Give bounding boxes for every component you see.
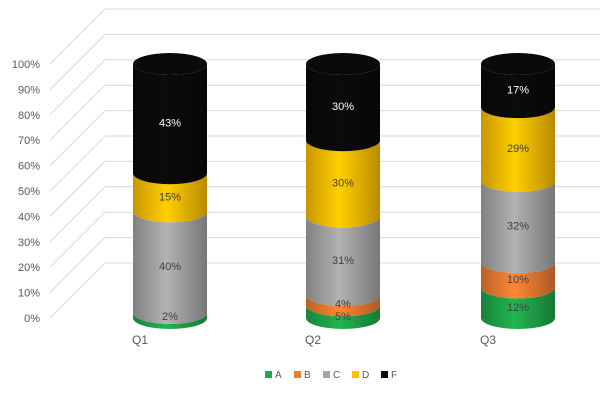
legend-label-c: C: [333, 370, 340, 381]
data-label: 4%: [335, 298, 351, 310]
data-label: 30%: [332, 177, 354, 189]
legend-swatch-c: [323, 371, 330, 378]
gridline-depth: [49, 84, 106, 141]
data-label: 17%: [507, 85, 529, 97]
bar-q3-d: [481, 107, 555, 192]
y-tick-label: 10%: [18, 288, 40, 300]
y-tick-label: 80%: [18, 110, 40, 122]
gridline-depth: [49, 211, 106, 268]
bar-q2-b: [306, 295, 380, 317]
legend-label-d: D: [362, 370, 369, 381]
y-tick-label: 20%: [18, 262, 40, 274]
x-category-label: Q3: [480, 333, 496, 347]
y-tick-label: 70%: [18, 135, 40, 147]
data-label: 15%: [159, 191, 181, 203]
gridline-depth: [49, 186, 106, 243]
bar-q3-a: [481, 287, 555, 329]
data-label: 40%: [159, 261, 181, 273]
legend-swatch-f: [381, 371, 388, 378]
bar-q2-d: [306, 140, 380, 228]
gridline-depth: [49, 135, 106, 192]
legend-swatch-a: [265, 371, 272, 378]
data-label: 30%: [332, 101, 354, 113]
data-label: 5%: [335, 311, 351, 323]
y-tick-label: 100%: [12, 59, 40, 71]
legend-label-b: B: [304, 370, 311, 381]
legend-swatch-b: [294, 371, 301, 378]
bar-q1-a: [133, 312, 207, 329]
gridline-depth: [49, 59, 106, 116]
y-tick-label: 30%: [18, 237, 40, 249]
bar-q3-c: [481, 180, 555, 274]
y-tick-label: 40%: [18, 211, 40, 223]
x-category-label: Q1: [132, 333, 148, 347]
bar-q3-f: [481, 64, 555, 119]
bar-q1-f: [133, 64, 207, 185]
data-label: 43%: [159, 118, 181, 130]
y-tick-label: 50%: [18, 186, 40, 198]
bar-q3-b: [481, 262, 555, 299]
bar-q2-f: [306, 64, 380, 152]
gridline-depth: [49, 34, 106, 90]
y-tick-label: 0%: [24, 313, 40, 325]
legend-label-a: A: [275, 370, 282, 381]
gridline-depth: [49, 8, 106, 65]
legend-label-f: F: [391, 370, 397, 381]
y-tick-label: 90%: [18, 84, 40, 96]
gridline-depth: [49, 237, 106, 293]
data-label: 2%: [162, 311, 178, 323]
data-label: 31%: [332, 255, 354, 267]
bar-q1-c: [133, 211, 207, 324]
bar-top-q3: [481, 53, 555, 75]
data-label: 29%: [507, 143, 529, 155]
data-label: 32%: [507, 220, 529, 232]
bar-q1-d: [133, 173, 207, 223]
x-category-label: Q2: [305, 333, 321, 347]
gridline-depth: [49, 161, 106, 217]
legend-swatch-d: [352, 371, 359, 378]
data-label: 12%: [507, 302, 529, 314]
y-tick-label: 60%: [18, 161, 40, 173]
bar-top-q1: [133, 53, 207, 75]
gridline-depth: [49, 262, 106, 319]
bar-top-q2: [306, 53, 380, 75]
bar-q2-a: [306, 305, 380, 329]
data-label: 10%: [507, 274, 529, 286]
gridline-depth: [49, 110, 106, 166]
bar-q2-c: [306, 216, 380, 307]
